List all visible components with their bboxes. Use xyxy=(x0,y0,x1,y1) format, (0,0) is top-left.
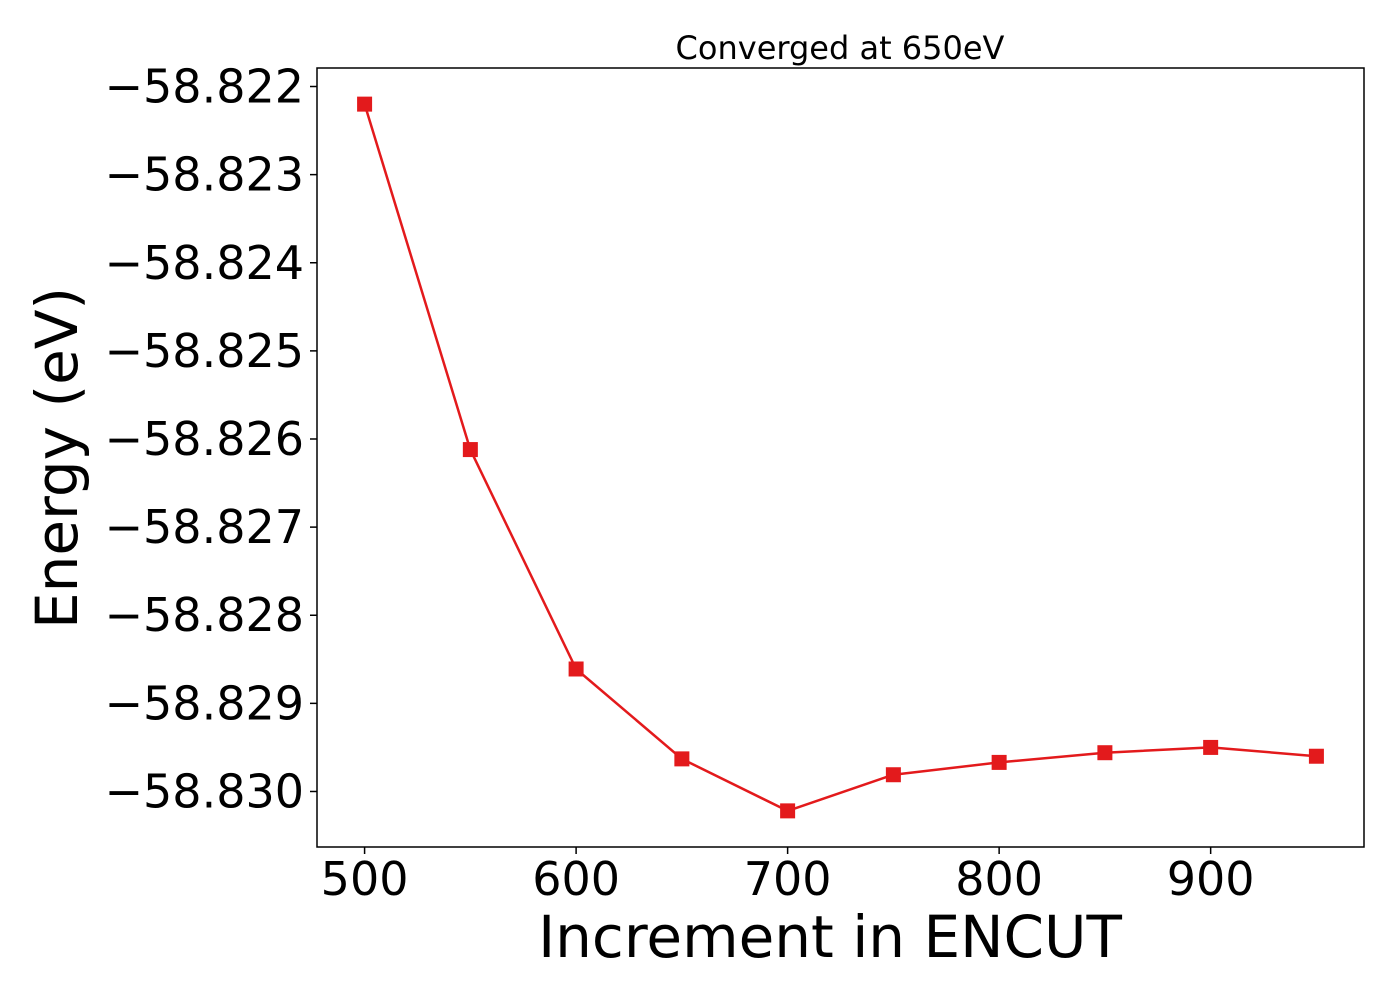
y-tick-label: −58.829 xyxy=(105,676,305,730)
data-point-marker xyxy=(885,767,901,783)
data-point-marker xyxy=(991,754,1007,770)
y-tick-label: −58.827 xyxy=(105,500,305,554)
chart-title: Converged at 650eV xyxy=(676,29,1005,67)
data-point-marker xyxy=(780,803,796,819)
y-tick-label: −58.822 xyxy=(105,60,305,114)
x-tick-label: 600 xyxy=(532,852,620,906)
y-tick-label: −58.825 xyxy=(105,324,305,378)
y-tick-label: −58.824 xyxy=(105,236,305,290)
plot-frame xyxy=(316,67,1365,848)
x-tick-label: 500 xyxy=(321,852,409,906)
y-tick-label: −58.828 xyxy=(105,588,305,642)
data-point-marker xyxy=(674,751,690,767)
data-point-marker xyxy=(1097,745,1113,761)
y-axis-title: Energy (eV) xyxy=(23,287,91,629)
series-line xyxy=(363,103,1317,813)
x-tick-label: 700 xyxy=(744,852,832,906)
data-point-marker xyxy=(357,96,373,112)
y-tick-label: −58.823 xyxy=(105,148,305,202)
y-tick-label: −58.830 xyxy=(105,764,305,818)
x-tick-label: 800 xyxy=(955,852,1043,906)
series-layer xyxy=(357,96,1324,819)
x-tick-label: 900 xyxy=(1167,852,1255,906)
data-point-marker xyxy=(568,661,584,677)
data-point-marker xyxy=(462,442,478,458)
y-tick-label: −58.826 xyxy=(105,412,305,466)
data-point-marker xyxy=(1308,748,1324,764)
data-point-marker xyxy=(1203,739,1219,755)
ticks-layer: 500 600 700 800 900 −58.822 −58.823 −58.824 −58.… xyxy=(105,60,1255,906)
x-axis-title: Increment in ENCUT xyxy=(538,903,1122,971)
